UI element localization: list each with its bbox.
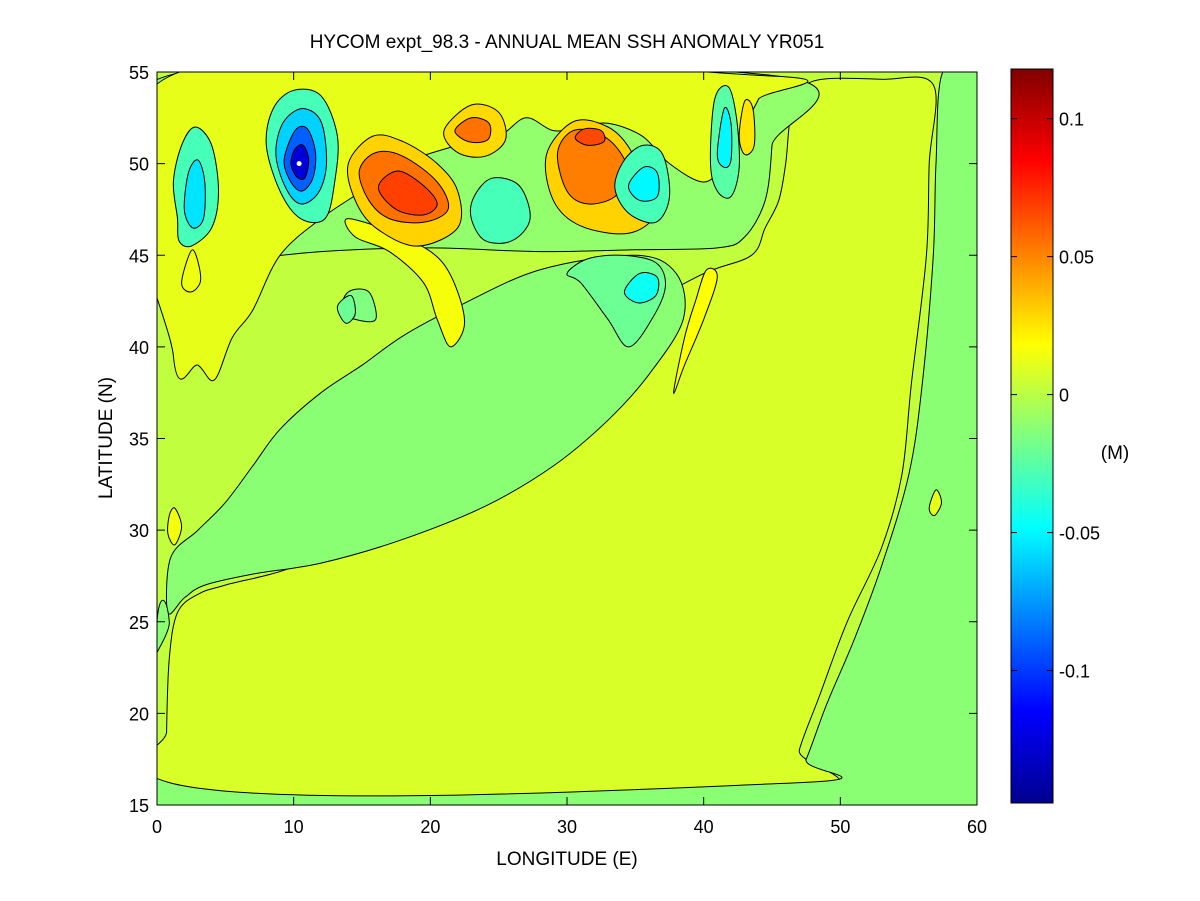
colorbar-tick-label: 0.05 (1059, 248, 1094, 268)
y-tick-label: 40 (129, 338, 149, 358)
y-tick-label: 25 (129, 613, 149, 633)
colorbar-tick-label: -0.1 (1059, 662, 1090, 682)
contour-cold-eddy-35E-2 (627, 166, 660, 202)
contour-cold-patch-45E-2 (336, 295, 356, 324)
x-tick-label: 50 (830, 817, 850, 837)
y-tick-label: 15 (129, 796, 149, 816)
plot-area (156, 71, 978, 806)
contour-gulf-stream-tongue (166, 254, 686, 615)
contour-cyclonic-eddy-west-inner (183, 159, 206, 229)
y-axis: 15 20 25 30 35 40 45 50 55 (129, 63, 977, 816)
y-tick-label: 55 (129, 63, 149, 83)
x-tick-label: 0 (152, 817, 162, 837)
contour-cold-eddy-25E (469, 177, 531, 244)
contour-field (157, 72, 977, 805)
colorbar-tick-label: 0 (1059, 386, 1069, 406)
contour-cold-eddy-41E-2 (716, 106, 733, 169)
y-tick-label: 30 (129, 521, 149, 541)
x-tick-label: 60 (967, 817, 987, 837)
colorbar-label: (M) (1101, 443, 1129, 464)
colorbar: 0.1 0.05 0 -0.05 -0.1 (M) (1010, 68, 1129, 804)
contour-warm-patch-45N-4E (181, 249, 202, 293)
contour-warm-patch-north-43E (738, 98, 756, 156)
y-tick-label: 35 (129, 430, 149, 450)
x-tick-label: 40 (694, 817, 714, 837)
y-tick-label: 45 (129, 246, 149, 266)
colorbar-ticks: 0.1 0.05 0 -0.05 -0.1 (1011, 110, 1100, 682)
x-tick-label: 10 (284, 817, 304, 837)
x-axis: 0 10 20 30 40 50 60 (152, 72, 987, 837)
contour-warm-patch-30N-west (167, 507, 183, 546)
x-tick-label: 20 (420, 817, 440, 837)
contour-warm-patch-east-31N (928, 489, 943, 517)
colorbar-tick-label: -0.05 (1059, 524, 1100, 544)
y-tick-label: 20 (129, 704, 149, 724)
colorbar-tick-label: 0.1 (1059, 110, 1084, 130)
chart-title: HYCOM expt_98.3 - ANNUAL MEAN SSH ANOMAL… (310, 32, 825, 53)
x-tick-label: 30 (557, 817, 577, 837)
y-tick-label: 50 (129, 155, 149, 175)
contour-anticyclonic-eddy-18E-3 (377, 170, 438, 216)
x-axis-label: LONGITUDE (E) (496, 849, 637, 870)
contour-eddy-22E-inner (454, 117, 492, 144)
colorbar-gradient (1010, 68, 1054, 804)
contour-warm-streak-39E (673, 267, 718, 394)
contour-southern-boundary-band (157, 72, 977, 805)
contour-cold-eddy-38E-core (623, 272, 660, 304)
y-axis-label: LATITUDE (N) (96, 377, 117, 499)
contour-warm-eddy-32E-3 (574, 127, 606, 146)
minimum-marker (296, 161, 302, 167)
